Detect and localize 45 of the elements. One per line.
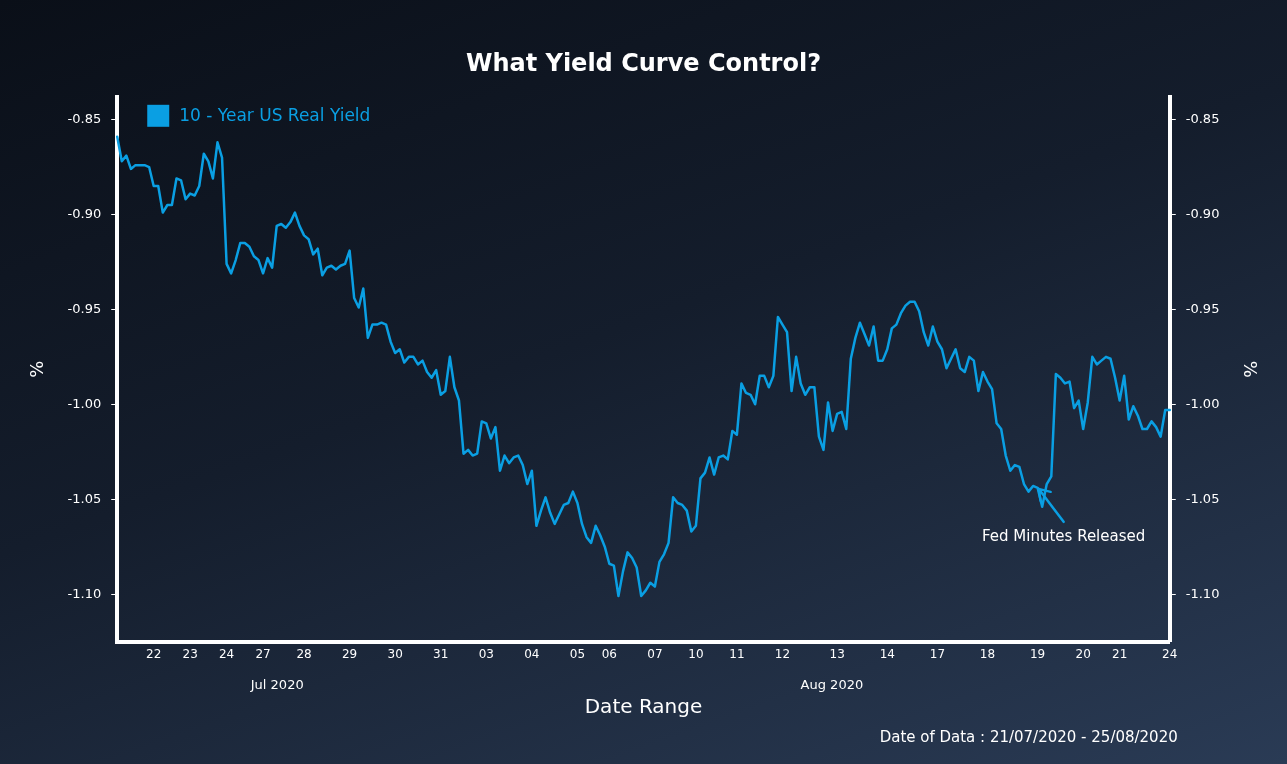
- y2-axis-title: %: [1239, 360, 1261, 378]
- y-tick-label: -1.05: [67, 490, 102, 506]
- chart-title: What Yield Curve Control?: [465, 48, 822, 77]
- x-tick-label: 22: [146, 646, 162, 661]
- x-tick-label: 29: [341, 646, 358, 661]
- y2-tick-label: -0.95: [1185, 300, 1220, 316]
- y-tick-label: -1.00: [67, 395, 102, 411]
- y-tick-label: -1.10: [67, 585, 102, 601]
- y-axis-title: %: [26, 360, 48, 378]
- x-tick-label: 13: [829, 646, 845, 661]
- x-tick-label: 19: [1029, 646, 1046, 661]
- x-axis-title: Date Range: [584, 694, 703, 719]
- text: Aug 2020: [800, 677, 864, 693]
- x-tick-label: 03: [478, 646, 494, 661]
- x-tick-label: 06: [601, 646, 617, 661]
- x-tick-label: 24: [218, 646, 235, 661]
- y-tick-label: -0.95: [67, 300, 102, 316]
- x-tick-label: 31: [433, 646, 449, 661]
- y2-tick-label: -1.05: [1185, 490, 1220, 506]
- x-tick-label: 04: [524, 646, 540, 661]
- x-tick-label: 07: [647, 646, 663, 661]
- x-tick-label: 28: [296, 646, 312, 661]
- x-tick-label: 11: [729, 646, 745, 661]
- x-tick-label: 10: [688, 646, 704, 661]
- x-tick-label: 23: [182, 646, 198, 661]
- y-tick-label: -0.90: [67, 205, 102, 221]
- x-tick-label: 21: [1112, 646, 1128, 661]
- x-tick-label: 24: [1162, 646, 1178, 661]
- y2-tick-label: -0.90: [1185, 205, 1220, 221]
- text: Date of Data : 21/07/2020 - 25/08/2020: [879, 728, 1178, 746]
- x-tick-label: 12: [774, 646, 791, 661]
- y-tick-label: -0.85: [67, 110, 102, 126]
- annotation: Fed Minutes Released: [981, 527, 1146, 546]
- text: Jul 2020: [249, 677, 304, 693]
- x-tick-label: 20: [1075, 646, 1091, 661]
- y2-tick-label: -1.00: [1185, 395, 1220, 411]
- x-tick-label: 17: [929, 646, 946, 661]
- x-tick-label: 27: [255, 646, 271, 661]
- y2-tick-label: -0.85: [1185, 110, 1220, 126]
- legend-label: 10 - Year US Real Yield: [179, 105, 371, 126]
- x-tick-label: 30: [387, 646, 403, 661]
- x-tick-label: 05: [569, 646, 586, 661]
- x-tick-label: 14: [879, 646, 895, 661]
- y2-tick-label: -1.10: [1185, 585, 1220, 601]
- x-tick-label: 18: [979, 646, 996, 661]
